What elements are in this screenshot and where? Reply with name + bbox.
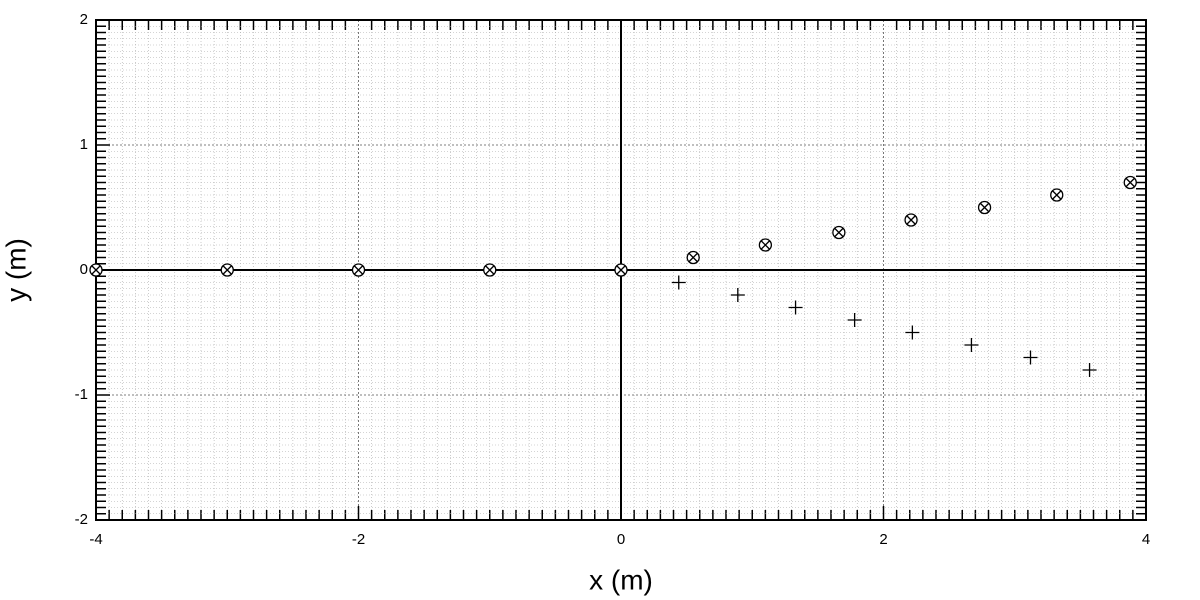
marker-cross <box>834 228 844 237</box>
point <box>1082 363 1097 377</box>
marker-cross <box>980 203 990 212</box>
x-tick-label: 2 <box>879 531 887 548</box>
x-tick-label: 0 <box>617 531 625 548</box>
marker-plus <box>1023 350 1038 365</box>
marker-cross <box>354 265 363 275</box>
y-axis-label: y (m) <box>0 238 31 302</box>
point <box>1123 175 1137 190</box>
marker-plus <box>847 313 862 327</box>
marker-cross <box>222 265 232 275</box>
point <box>730 288 745 302</box>
x-tick-label: -2 <box>352 531 365 548</box>
marker-plus <box>788 300 803 315</box>
x-tick-label: 4 <box>1142 531 1150 548</box>
point <box>483 263 497 277</box>
marker-plus <box>671 275 686 290</box>
x-axis-label: x (m) <box>589 564 653 595</box>
point <box>964 338 979 352</box>
marker-plus <box>964 338 979 352</box>
y-tick-label: 1 <box>80 136 88 153</box>
marker-cross <box>616 265 626 275</box>
x-tick-label: -4 <box>89 531 102 548</box>
point <box>758 238 773 252</box>
point <box>847 313 862 327</box>
point <box>1023 350 1038 365</box>
y-tick-label: -1 <box>75 386 88 403</box>
point <box>905 325 920 340</box>
marker-plus <box>905 325 920 340</box>
marker-cross <box>91 265 101 275</box>
marker-cross <box>485 265 495 275</box>
y-tick-label: -2 <box>75 511 88 528</box>
point <box>788 300 803 315</box>
y-tick-label: 0 <box>80 261 88 278</box>
marker-cross <box>1052 190 1062 200</box>
marker-plus <box>1082 363 1097 377</box>
marker-cross <box>1125 178 1135 187</box>
point <box>671 275 686 290</box>
marker-plus <box>730 288 745 302</box>
marker-cross <box>688 253 698 262</box>
point <box>351 263 366 277</box>
point <box>1050 188 1064 202</box>
point <box>832 225 846 240</box>
point <box>220 263 234 277</box>
y-tick-label: 2 <box>80 11 88 28</box>
point <box>89 263 103 277</box>
point <box>977 200 992 215</box>
marker-cross <box>760 240 770 250</box>
point <box>904 213 918 227</box>
point <box>686 250 700 265</box>
point <box>614 263 628 277</box>
marker-cross <box>906 215 916 225</box>
